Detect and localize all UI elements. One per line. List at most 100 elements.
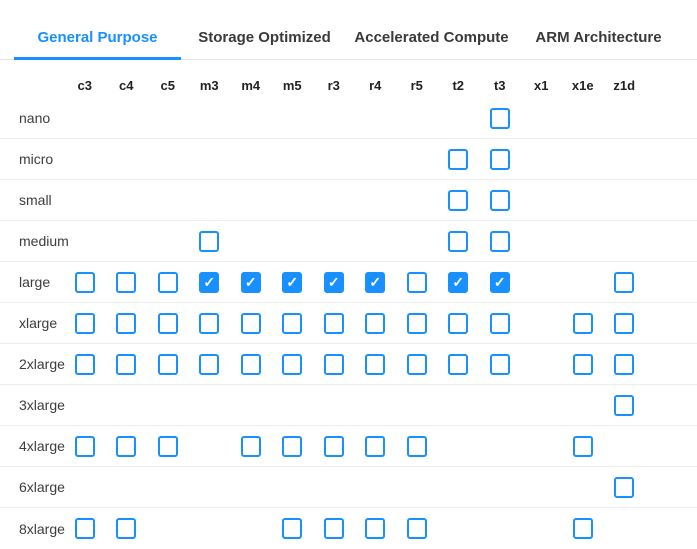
checkbox-small-t2[interactable] — [448, 189, 469, 211]
checkbox-micro-t2[interactable] — [448, 148, 469, 170]
tab-storage-optimized[interactable]: Storage Optimized — [181, 0, 348, 60]
checkbox-8xlarge-c3[interactable] — [74, 518, 95, 539]
checkbox-4xlarge-x1e[interactable] — [572, 435, 593, 457]
checkbox-xlarge-r4[interactable] — [365, 312, 386, 334]
checkbox-large-t3[interactable]: ✓ — [489, 271, 510, 293]
checkbox-4xlarge-m5[interactable] — [282, 435, 303, 457]
cell-4xlarge-z1d — [604, 426, 646, 466]
checkbox-4xlarge-m4[interactable] — [240, 435, 261, 457]
checkbox-medium-t2[interactable] — [448, 230, 469, 252]
checkbox-2xlarge-r3[interactable] — [323, 353, 344, 375]
cell-3xlarge-z1d — [604, 385, 646, 425]
row-label-large: large — [19, 274, 51, 290]
cell-large-r5 — [396, 262, 438, 302]
checkbox-xlarge-x1e[interactable] — [572, 312, 593, 334]
cell-medium-c4 — [106, 221, 148, 261]
checkbox-8xlarge-x1e[interactable] — [572, 518, 593, 539]
checkbox-8xlarge-m5[interactable] — [282, 518, 303, 539]
checkbox-4xlarge-c4[interactable] — [116, 435, 137, 457]
checkbox-4xlarge-r4[interactable] — [365, 435, 386, 457]
checkbox-large-c3[interactable] — [74, 271, 95, 293]
column-header-x1: x1 — [534, 77, 549, 93]
checkbox-large-r4[interactable]: ✓ — [365, 271, 386, 293]
checkbox-2xlarge-m3[interactable] — [199, 353, 220, 375]
cell-3xlarge-r5 — [396, 385, 438, 425]
checkbox-2xlarge-z1d[interactable] — [614, 353, 635, 375]
checkbox-2xlarge-t2[interactable] — [448, 353, 469, 375]
checkbox-2xlarge-t3[interactable] — [489, 353, 510, 375]
checkbox-large-m5[interactable]: ✓ — [282, 271, 303, 293]
row-label-2xlarge: 2xlarge — [19, 356, 65, 372]
checkbox-xlarge-c3[interactable] — [74, 312, 95, 334]
cell-small-c4 — [106, 180, 148, 220]
checkbox-large-m3[interactable]: ✓ — [199, 271, 220, 293]
checkbox-8xlarge-c4[interactable] — [116, 518, 137, 539]
cell-large-c3 — [64, 262, 106, 302]
tab-accelerated-compute[interactable]: Accelerated Compute — [348, 0, 515, 60]
checkbox-2xlarge-r4[interactable] — [365, 353, 386, 375]
cell-large-m5: ✓ — [272, 262, 314, 302]
cell-2xlarge-m4 — [230, 344, 272, 384]
cell-medium-m4 — [230, 221, 272, 261]
checkbox-xlarge-t3[interactable] — [489, 312, 510, 334]
cell-2xlarge-c3 — [64, 344, 106, 384]
checkbox-large-t2[interactable]: ✓ — [448, 271, 469, 293]
checkbox-large-c4[interactable] — [116, 271, 137, 293]
checkbox-large-r5[interactable] — [406, 271, 427, 293]
checkbox-xlarge-z1d[interactable] — [614, 312, 635, 334]
checkbox-2xlarge-r5[interactable] — [406, 353, 427, 375]
column-header-x1e: x1e — [571, 77, 594, 93]
checkbox-3xlarge-z1d[interactable] — [614, 394, 635, 416]
cell-xlarge-r5 — [396, 303, 438, 343]
cell-6xlarge-r4 — [355, 467, 397, 507]
checkbox-large-z1d[interactable] — [614, 271, 635, 293]
checkbox-xlarge-c4[interactable] — [116, 312, 137, 334]
checkbox-xlarge-m3[interactable] — [199, 312, 220, 334]
checkbox-6xlarge-z1d[interactable] — [614, 476, 635, 498]
checkbox-nano-t3[interactable] — [489, 107, 510, 129]
checkbox-2xlarge-c4[interactable] — [116, 353, 137, 375]
checkbox-8xlarge-r5[interactable] — [406, 518, 427, 539]
checkbox-8xlarge-r4[interactable] — [365, 518, 386, 539]
checkbox-4xlarge-r5[interactable] — [406, 435, 427, 457]
checkbox-large-m4[interactable]: ✓ — [240, 271, 261, 293]
checkbox-xlarge-t2[interactable] — [448, 312, 469, 334]
cell-large-z1d — [604, 262, 646, 302]
cell-8xlarge-t2 — [438, 508, 480, 549]
checkbox-4xlarge-c5[interactable] — [157, 435, 178, 457]
checkbox-large-c5[interactable] — [157, 271, 178, 293]
checkbox-xlarge-r3[interactable] — [323, 312, 344, 334]
checkbox-4xlarge-c3[interactable] — [74, 435, 95, 457]
cell-small-t3 — [479, 180, 521, 220]
checkbox-2xlarge-c3[interactable] — [74, 353, 95, 375]
checkbox-2xlarge-m4[interactable] — [240, 353, 261, 375]
cell-3xlarge-r3 — [313, 385, 355, 425]
tab-bar: General Purpose Storage Optimized Accele… — [0, 0, 697, 60]
cell-large-x1e — [562, 262, 604, 302]
checkbox-xlarge-c5[interactable] — [157, 312, 178, 334]
row-micro: micro — [0, 139, 697, 180]
tab-arm-architecture[interactable]: ARM Architecture — [515, 0, 682, 60]
cell-nano-m5 — [272, 98, 314, 138]
checkbox-2xlarge-m5[interactable] — [282, 353, 303, 375]
row-label-xlarge: xlarge — [19, 315, 58, 331]
cell-small-r5 — [396, 180, 438, 220]
checkbox-xlarge-r5[interactable] — [406, 312, 427, 334]
checkbox-large-r3[interactable]: ✓ — [323, 271, 344, 293]
cell-nano-m4 — [230, 98, 272, 138]
tab-general-purpose[interactable]: General Purpose — [14, 0, 181, 60]
checkbox-medium-t3[interactable] — [489, 230, 510, 252]
checkbox-xlarge-m5[interactable] — [282, 312, 303, 334]
checkbox-8xlarge-r3[interactable] — [323, 518, 344, 539]
checkbox-xlarge-m4[interactable] — [240, 312, 261, 334]
cell-small-x1e — [562, 180, 604, 220]
checkbox-2xlarge-c5[interactable] — [157, 353, 178, 375]
checkbox-medium-m3[interactable] — [199, 230, 220, 252]
checkbox-2xlarge-x1e[interactable] — [572, 353, 593, 375]
cell-medium-t2 — [438, 221, 480, 261]
cell-xlarge-c4 — [106, 303, 148, 343]
cell-6xlarge-x1e — [562, 467, 604, 507]
checkbox-micro-t3[interactable] — [489, 148, 510, 170]
checkbox-small-t3[interactable] — [489, 189, 510, 211]
checkbox-4xlarge-r3[interactable] — [323, 435, 344, 457]
